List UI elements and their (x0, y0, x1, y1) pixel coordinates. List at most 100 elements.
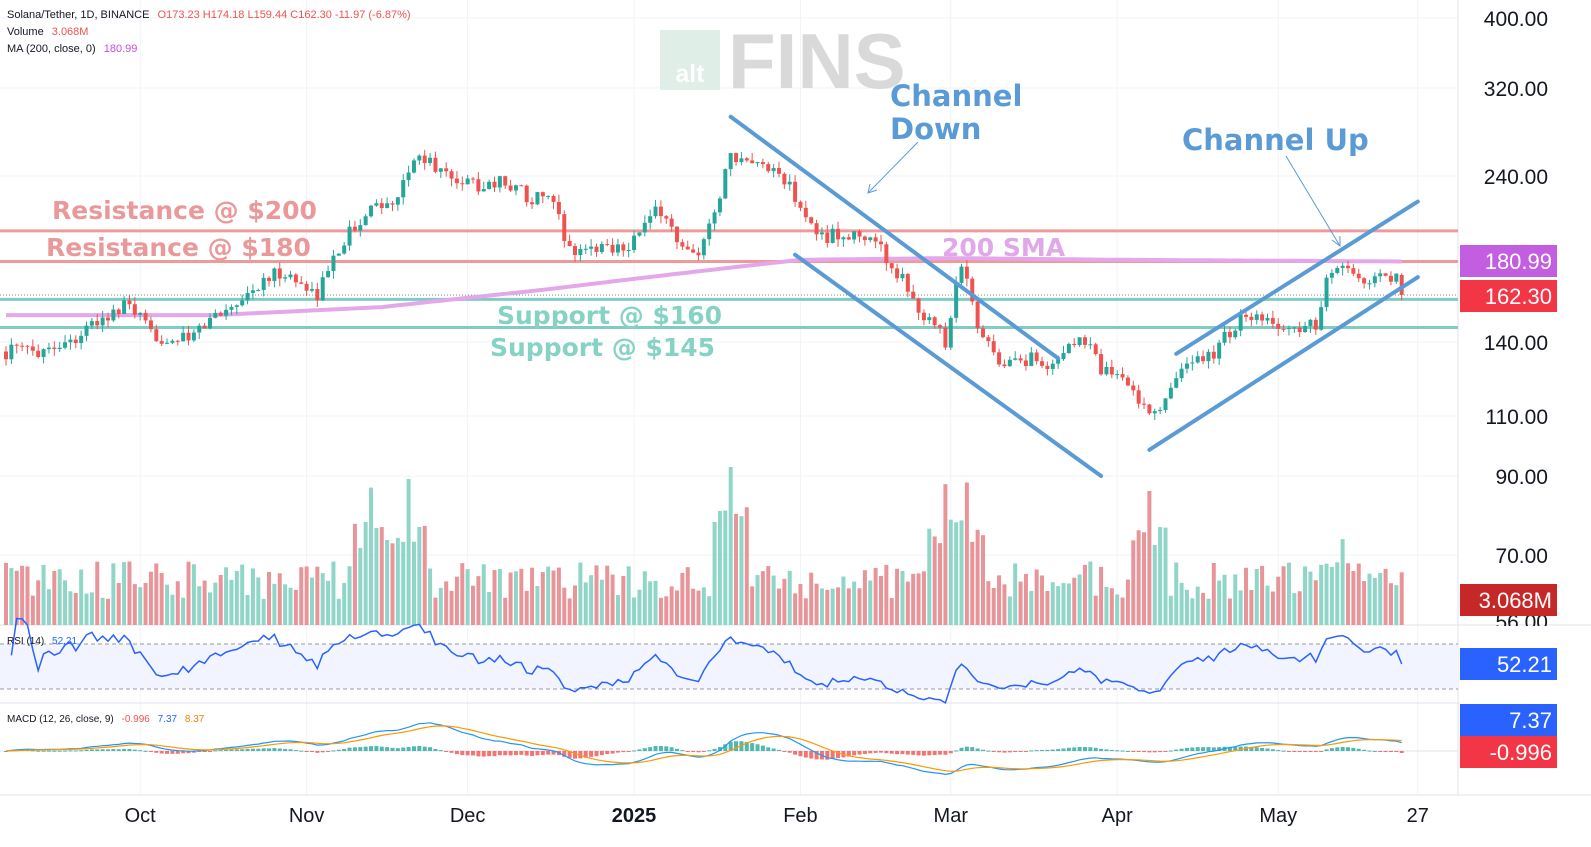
macd-hist-bar (911, 751, 916, 755)
candle (154, 329, 159, 342)
macd-hist-bar (605, 751, 610, 755)
volume-bar (84, 593, 89, 625)
macd-hist-bar (793, 751, 798, 755)
volume-bar (449, 590, 454, 625)
candle (1195, 356, 1200, 363)
candle (836, 228, 841, 240)
volume-bar (1319, 564, 1324, 625)
volume-bar (1378, 572, 1383, 625)
candle (213, 312, 218, 318)
volume-bar (481, 564, 486, 625)
candle (1244, 314, 1249, 317)
macd-hist-bar (1152, 751, 1157, 753)
candles (4, 149, 1404, 421)
candle (573, 246, 578, 256)
macd-hist-bar (1351, 747, 1356, 751)
candle (766, 164, 771, 172)
macd-hist-bar (642, 748, 647, 751)
volume-bar (680, 572, 685, 625)
candle (1281, 328, 1286, 330)
macd-hist-bar (809, 751, 814, 759)
volume-bar (369, 487, 374, 625)
candle (760, 162, 765, 165)
volume-bar (1168, 595, 1173, 625)
candle (1319, 307, 1324, 330)
macd-hist-bar (390, 747, 395, 751)
candle (868, 237, 873, 241)
ma-label: MA (200, close, 0) (7, 43, 96, 55)
volume-bar (460, 563, 465, 625)
volume-bar (846, 588, 851, 625)
macd-hist-bar (1281, 750, 1286, 752)
volume-bar (1002, 584, 1007, 625)
volume-bar (551, 570, 556, 625)
macd-hist-bar (245, 748, 250, 751)
candle (374, 203, 379, 206)
candle (1222, 331, 1227, 343)
volume-bar (331, 561, 336, 625)
macd-hist-bar (417, 745, 422, 751)
volume-bar (605, 565, 610, 625)
value-badge-label: 7.37 (1509, 708, 1552, 733)
candle (122, 300, 127, 314)
candle (921, 312, 926, 321)
macd-hist-bar (921, 751, 926, 756)
volume-bar (905, 581, 910, 625)
volume-bar (1233, 574, 1238, 625)
volume-bar (948, 519, 953, 625)
macd-hist-bar (1356, 748, 1361, 751)
macd-hist-bar (1093, 747, 1098, 751)
candle (1040, 361, 1045, 366)
volume-bar (787, 570, 792, 625)
volume-bar (825, 589, 830, 625)
volume-bar (497, 569, 502, 625)
candle (803, 207, 808, 218)
macd-hist-bar (1319, 751, 1324, 752)
volume-bar (116, 582, 121, 625)
volume-bar (819, 588, 824, 625)
macd-hist-bar (261, 748, 266, 751)
candle (798, 201, 803, 208)
candle (331, 255, 336, 272)
volume-bar (277, 573, 282, 625)
volume-bar (884, 564, 889, 625)
volume-bar (1077, 574, 1082, 625)
volume-bar (1276, 576, 1281, 625)
macd-hist-bar (1206, 747, 1211, 751)
candle (900, 273, 905, 279)
volume-bar (970, 541, 975, 625)
macd-hist-bar (288, 749, 293, 751)
macd-hist-bar (1045, 749, 1050, 751)
volume-bar (471, 585, 476, 625)
macd-hist-bar (170, 751, 175, 754)
volume-bar (304, 566, 309, 625)
macd-hist-bar (165, 751, 170, 754)
candle (41, 349, 46, 358)
candle (540, 192, 545, 197)
candle (406, 172, 411, 181)
macd-hist-bar (707, 750, 712, 752)
candle (417, 155, 422, 161)
candle (207, 317, 212, 329)
macd-hist-bar (122, 748, 127, 751)
candle (1211, 351, 1216, 359)
candle (653, 206, 658, 217)
volume-bar (1093, 595, 1098, 625)
candle (1201, 356, 1206, 362)
macd-hist-bar (30, 750, 35, 752)
candle (181, 332, 186, 342)
volume-bar (959, 520, 964, 625)
volume-bar (374, 527, 379, 625)
candle (712, 212, 717, 224)
candle (433, 157, 438, 172)
resistance-180-label: Resistance @ $180 (46, 233, 311, 262)
time-tick-label: 2025 (612, 805, 657, 827)
volume-bar (1292, 593, 1297, 625)
value-badge (1460, 245, 1557, 277)
candle (1152, 411, 1157, 414)
volume-bar (932, 536, 937, 625)
volume-bar (159, 572, 164, 625)
candle (449, 171, 454, 179)
candle (1346, 265, 1351, 269)
